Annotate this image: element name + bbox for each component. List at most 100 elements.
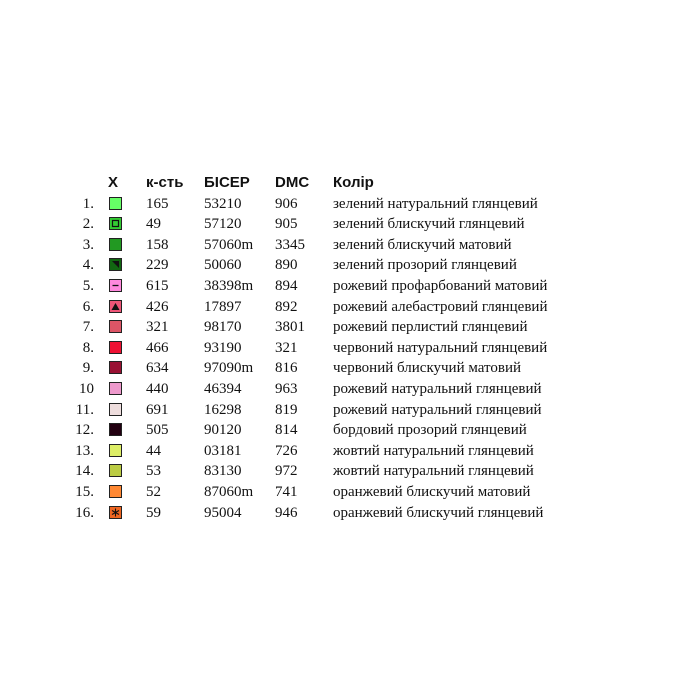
legend-row: 6. 426 17897 892 рожевий алебастровий глянце…	[70, 297, 630, 318]
bead-legend-table: X к-сть БІСЕР DMC Колір 1. 165 53210 906 зел…	[70, 173, 630, 523]
header-color: Колір	[333, 174, 374, 191]
dmc-code-cell: 3345	[275, 236, 305, 253]
bead-code-cell: 95004	[204, 504, 242, 521]
dmc-code-cell: 905	[275, 216, 298, 233]
row-number: 8.	[82, 339, 94, 356]
row-number: 2.	[82, 216, 94, 233]
row-number: 5.	[82, 277, 94, 294]
dmc-code-cell: 3801	[275, 319, 305, 336]
color-swatch	[109, 237, 122, 251]
color-swatch	[109, 484, 122, 498]
header-bead: БІСЕР	[204, 174, 250, 191]
dmc-code-cell: 814	[275, 422, 298, 439]
legend-row: 11. 691 16298 819 рожевий натуральний глянце…	[70, 400, 630, 421]
legend-rows: 1. 165 53210 906 зелений натуральний глянцев…	[70, 194, 630, 524]
quantity-cell: 505	[146, 422, 169, 439]
legend-header-row: X к-сть БІСЕР DMC Колір	[70, 173, 630, 194]
bead-code-cell: 03181	[204, 442, 242, 459]
color-swatch	[109, 320, 122, 334]
legend-row: 12. 505 90120 814 бордовий прозорий глянцеви…	[70, 420, 630, 441]
dmc-code-cell: 741	[275, 483, 298, 500]
legend-row: 16. 59 95004 946 оранжевий блискучий глянцев…	[70, 503, 630, 524]
color-name-cell: рожевий профарбований матовий	[333, 277, 548, 294]
quantity-cell: 440	[146, 380, 169, 397]
legend-row: 3. 158 57060m 3345 зелений блискучий матовий	[70, 235, 630, 256]
bead-code-cell: 87060m	[204, 483, 254, 500]
legend-row: 4. 229 50060 890 зелений прозорий глянцевий	[70, 255, 630, 276]
row-number: 15.	[75, 483, 94, 500]
dmc-code-cell: 819	[275, 401, 298, 418]
color-swatch	[109, 423, 122, 437]
bead-code-cell: 98170	[204, 319, 242, 336]
row-number: 3.	[82, 236, 94, 253]
row-number: 11.	[75, 401, 94, 418]
color-swatch	[109, 402, 122, 416]
row-number: 6.	[82, 298, 94, 315]
color-swatch	[109, 196, 122, 210]
color-swatch	[109, 361, 122, 375]
bead-code-cell: 57120	[204, 216, 242, 233]
dmc-code-cell: 894	[275, 277, 298, 294]
dmc-code-cell: 972	[275, 463, 298, 480]
quantity-cell: 691	[146, 401, 169, 418]
quantity-cell: 634	[146, 360, 169, 377]
color-swatch	[109, 299, 122, 313]
dmc-code-cell: 321	[275, 339, 298, 356]
color-name-cell: жовтий натуральний глянцевий	[333, 463, 534, 480]
row-number: 9.	[82, 360, 94, 377]
quantity-cell: 165	[146, 195, 169, 212]
legend-row: 7. 321 98170 3801 рожевий перлистий глянцеви…	[70, 317, 630, 338]
row-number: 10	[79, 380, 94, 397]
header-dmc: DMC	[275, 174, 310, 191]
color-name-cell: зелений блискучий глянцевий	[333, 216, 525, 233]
legend-row: 2. 49 57120 905 зелений блискучий глянцевий	[70, 214, 630, 235]
legend-row: 9. 634 97090m 816 червоний блискучий матовий	[70, 358, 630, 379]
row-number: 13.	[75, 442, 94, 459]
bead-code-cell: 38398m	[204, 277, 254, 294]
legend-row: 1. 165 53210 906 зелений натуральний глянцев…	[70, 194, 630, 215]
row-number: 1.	[82, 195, 94, 212]
dmc-code-cell: 726	[275, 442, 298, 459]
color-swatch	[109, 278, 122, 292]
quantity-cell: 466	[146, 339, 169, 356]
quantity-cell: 52	[146, 483, 161, 500]
bead-code-cell: 90120	[204, 422, 242, 439]
dmc-code-cell: 816	[275, 360, 298, 377]
dmc-code-cell: 906	[275, 195, 298, 212]
color-name-cell: рожевий перлистий глянцевий	[333, 319, 528, 336]
row-number: 7.	[82, 319, 94, 336]
color-name-cell: рожевий алебастровий глянцевий	[333, 298, 548, 315]
color-name-cell: червоний блискучий матовий	[333, 360, 522, 377]
legend-row: 14. 53 83130 972 жовтий натуральний глянцеви…	[70, 461, 630, 482]
legend-row: 5. 615 38398m 894 рожевий профарбований мато…	[70, 276, 630, 297]
legend-row: 13. 44 03181 726 жовтий натуральний глянцеви…	[70, 441, 630, 462]
color-name-cell: рожевий натуральний глянцевий	[333, 401, 542, 418]
color-swatch	[109, 381, 122, 395]
color-name-cell: зелений натуральний глянцевий	[333, 195, 538, 212]
color-swatch	[109, 340, 122, 354]
header-symbol: X	[108, 174, 119, 191]
bead-code-cell: 97090m	[204, 360, 254, 377]
quantity-cell: 158	[146, 236, 169, 253]
legend-row: 15. 52 87060m 741 оранжевий блискучий матови…	[70, 482, 630, 503]
bead-code-cell: 53210	[204, 195, 242, 212]
color-name-cell: рожевий натуральний глянцевий	[333, 380, 542, 397]
bead-code-cell: 50060	[204, 257, 242, 274]
color-swatch	[109, 464, 122, 478]
legend-row: 10 440 46394 963 рожевий натуральний глянцев…	[70, 379, 630, 400]
color-swatch	[109, 258, 122, 272]
quantity-cell: 44	[146, 442, 161, 459]
color-swatch	[109, 443, 122, 457]
color-name-cell: червоний натуральний глянцевий	[333, 339, 548, 356]
dmc-code-cell: 963	[275, 380, 298, 397]
dmc-code-cell: 890	[275, 257, 298, 274]
color-name-cell: зелений блискучий матовий	[333, 236, 512, 253]
row-number: 12.	[75, 422, 94, 439]
bead-code-cell: 16298	[204, 401, 242, 418]
color-name-cell: оранжевий блискучий глянцевий	[333, 504, 544, 521]
quantity-cell: 615	[146, 277, 169, 294]
bead-code-cell: 57060m	[204, 236, 254, 253]
row-number: 16.	[75, 504, 94, 521]
quantity-cell: 229	[146, 257, 169, 274]
bead-code-cell: 83130	[204, 463, 242, 480]
